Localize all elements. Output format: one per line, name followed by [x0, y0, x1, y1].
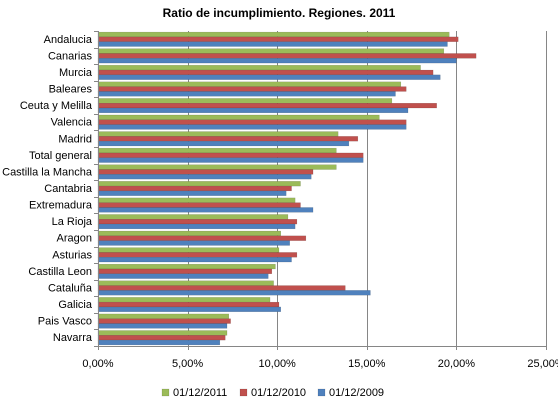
bars	[97, 31, 477, 346]
legend-swatch	[239, 388, 248, 397]
bar	[97, 41, 448, 47]
bar	[97, 140, 350, 147]
bar	[97, 65, 421, 71]
bar	[97, 257, 292, 263]
x-tick-label: 0,00%	[82, 358, 113, 370]
category-label: Baleares	[49, 84, 93, 96]
category-label: Galicia	[58, 299, 93, 311]
bar	[97, 36, 459, 42]
bar	[97, 223, 296, 230]
bar	[97, 330, 228, 336]
bar	[97, 147, 337, 154]
bar	[97, 124, 407, 130]
category-label: Castilla la Mancha	[2, 166, 93, 178]
bar	[97, 136, 359, 142]
category-labels: Andalucia Canarias Murcia Baleares Ceuta y M…	[2, 34, 93, 344]
bar	[97, 313, 230, 319]
bar	[97, 86, 407, 92]
category-label: Cantabria	[44, 183, 93, 195]
bar	[97, 285, 346, 291]
category-label: Total general	[29, 150, 92, 162]
category-label: Pais Vasco	[38, 316, 92, 328]
bar	[97, 190, 287, 196]
bar	[97, 323, 228, 329]
bar	[97, 74, 441, 80]
bar	[97, 185, 292, 192]
bar	[97, 48, 445, 54]
x-tick-label: 5,00%	[172, 358, 203, 370]
category-label: Andalucia	[44, 34, 93, 46]
category-label: Extremadura	[29, 200, 93, 212]
category-label: Navarra	[53, 332, 93, 344]
bar	[97, 219, 298, 225]
bar	[97, 169, 314, 175]
bar	[97, 69, 434, 76]
x-tick-label: 15,00%	[348, 358, 386, 370]
category-label: Valencia	[51, 117, 93, 129]
bar	[97, 53, 477, 59]
bar	[97, 301, 280, 308]
bar	[97, 98, 393, 104]
bar	[97, 174, 312, 180]
bar	[97, 181, 301, 187]
bar	[97, 268, 273, 274]
category-label: Ceuta y Melilla	[20, 100, 93, 112]
legend-label: 01/12/2009	[329, 387, 384, 399]
bar	[97, 214, 289, 220]
bar	[97, 103, 437, 109]
bar	[97, 339, 221, 346]
bar	[97, 306, 281, 312]
bar	[97, 81, 402, 87]
bar	[97, 252, 298, 258]
chart-title: Ratio de incumplimiento. Regiones. 2011	[163, 6, 396, 20]
bar	[97, 152, 364, 158]
x-tick-label: 20,00%	[438, 358, 476, 370]
category-label: Madrid	[58, 133, 92, 145]
legend: 01/12/2011 01/12/2010 01/12/2009	[161, 387, 384, 399]
bar	[97, 247, 280, 253]
category-label: Cataluña	[48, 282, 93, 294]
bar	[97, 297, 271, 303]
bar	[97, 164, 337, 170]
category-label: Murcia	[59, 67, 93, 79]
bar	[97, 273, 269, 279]
bar	[97, 107, 409, 114]
bar	[97, 318, 231, 324]
bar	[97, 207, 314, 213]
bar	[97, 91, 396, 97]
category-label: La Rioja	[52, 216, 93, 228]
bar	[97, 58, 457, 64]
bar	[97, 119, 407, 125]
legend-swatch	[317, 388, 326, 397]
legend-label: 01/12/2011	[173, 387, 227, 399]
category-label: Canarias	[48, 50, 93, 62]
x-tick-labels: 0,00% 5,00% 10,00% 15,00% 20,00% 25,00%	[82, 358, 558, 370]
bar	[97, 31, 450, 38]
category-label: Aragon	[57, 233, 92, 245]
category-label: Castilla Leon	[28, 266, 92, 278]
bar	[97, 230, 281, 237]
legend-swatch	[161, 388, 170, 397]
bar	[97, 197, 296, 203]
bar	[97, 157, 364, 163]
bar	[97, 235, 307, 241]
legend-label: 01/12/2010	[251, 387, 306, 399]
bar	[97, 202, 301, 208]
axes	[94, 31, 547, 350]
bar	[97, 263, 276, 270]
bar	[97, 240, 290, 246]
x-tick-label: 10,00%	[259, 358, 297, 370]
category-label: Asturias	[52, 249, 92, 261]
bar	[97, 280, 274, 286]
x-tick-label: 25,00%	[527, 358, 558, 370]
bar	[97, 114, 380, 120]
bar	[97, 335, 226, 341]
bar	[97, 131, 339, 137]
bar	[97, 290, 371, 296]
